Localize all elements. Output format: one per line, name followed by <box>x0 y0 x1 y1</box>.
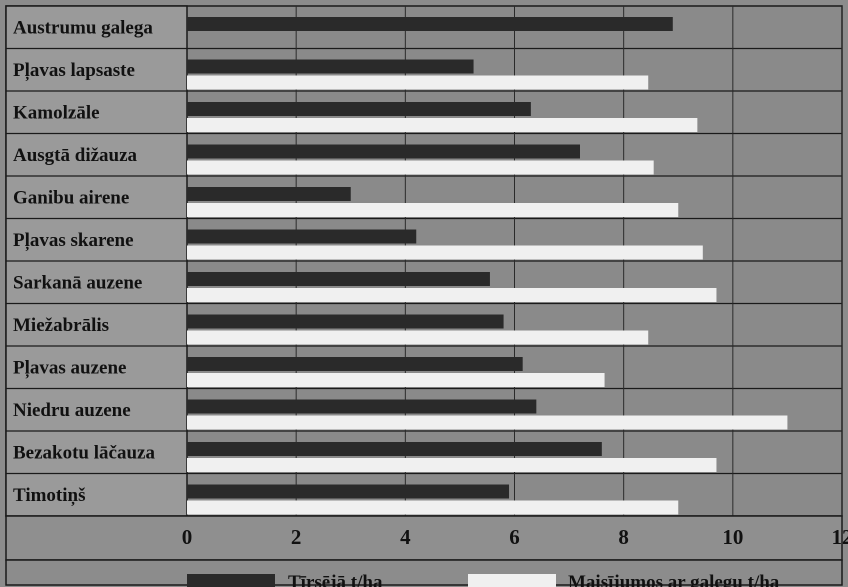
category-label: Sarkanā auzene <box>13 272 142 293</box>
legend-swatch-maisijumos <box>468 574 556 587</box>
bar-maisijumos <box>187 288 717 302</box>
bar-tirseja <box>187 484 510 499</box>
category-label: Pļavas lapsaste <box>13 60 135 81</box>
bar-tirseja <box>187 357 523 371</box>
x-axis-panel <box>5 515 843 561</box>
category-label: Ganibu airene <box>13 187 129 208</box>
bar-tirseja <box>187 102 531 116</box>
bar-maisijumos <box>187 203 679 217</box>
x-tick-label: 8 <box>618 525 629 549</box>
bar-tirseja <box>187 314 504 329</box>
legend-label-tirseja: Tīrsējā t/ha <box>288 572 383 587</box>
bar-maisijumos <box>187 330 649 345</box>
category-label: Austrumu galega <box>13 17 153 38</box>
bar-maisijumos <box>187 500 679 515</box>
bar-maisijumos <box>187 160 654 175</box>
bar-tirseja <box>187 399 537 414</box>
bar-tirseja <box>187 229 417 244</box>
bar-maisijumos <box>187 373 605 387</box>
legend-label-maisijumos: Maisījumos ar galegu t/ha <box>568 572 780 587</box>
bar-tirseja <box>187 59 474 74</box>
category-label: Timotiņš <box>13 485 86 506</box>
category-label: Pļavas skarene <box>13 230 134 251</box>
bar-tirseja <box>187 144 580 159</box>
x-tick-label: 2 <box>291 525 302 549</box>
category-label: Ausgtā dižauza <box>13 145 138 166</box>
bar-tirseja <box>187 272 490 286</box>
category-label: Niedru auzene <box>13 400 131 421</box>
legend-panel <box>5 559 843 586</box>
category-label: Kamolzāle <box>13 102 100 123</box>
x-tick-label: 4 <box>400 525 411 549</box>
category-label: Miežabrālis <box>13 315 109 336</box>
legend-swatch-tirseja <box>187 574 275 587</box>
x-tick-label: 0 <box>182 525 193 549</box>
bar-maisijumos <box>187 415 788 430</box>
x-tick-label: 12 <box>832 525 848 549</box>
category-label: Pļavas auzene <box>13 357 126 378</box>
category-label: Bezakotu lāčauza <box>13 442 155 463</box>
bar-tirseja <box>187 187 351 201</box>
bar-tirseja <box>187 442 602 456</box>
bar-maisijumos <box>187 458 717 472</box>
bar-maisijumos <box>187 118 698 132</box>
x-tick-label: 10 <box>722 525 743 549</box>
x-tick-label: 6 <box>509 525 520 549</box>
bar-tirseja <box>187 17 673 31</box>
bar-maisijumos <box>187 245 703 260</box>
bar-maisijumos <box>187 75 649 90</box>
